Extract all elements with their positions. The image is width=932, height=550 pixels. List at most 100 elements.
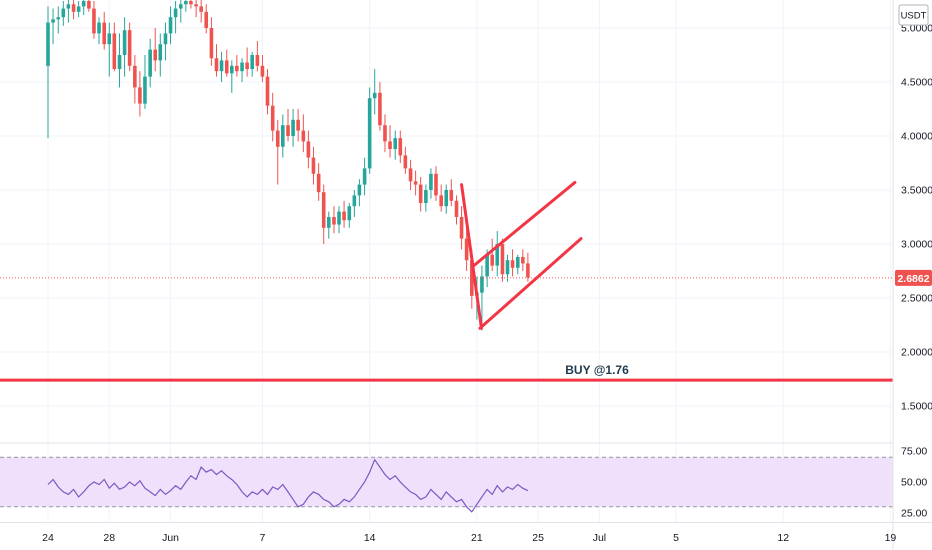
candle-body (224, 60, 229, 74)
candle (439, 184, 443, 212)
candle-body (245, 62, 249, 70)
candle-body (393, 138, 398, 149)
candle-body (362, 168, 367, 185)
candle-body (235, 65, 239, 72)
candle-body (485, 254, 489, 277)
candle (495, 231, 500, 277)
candle-body (444, 190, 449, 207)
candle (107, 22, 112, 77)
rsi-tick-label: 50.00 (901, 477, 927, 489)
candle-body (275, 130, 280, 147)
candle (296, 109, 300, 142)
time-tick-label: 12 (777, 532, 789, 544)
candle (71, 0, 76, 20)
candle (408, 159, 413, 190)
candle (250, 51, 254, 77)
candle (398, 130, 403, 163)
candle (388, 125, 392, 158)
candle-body (270, 105, 275, 131)
candle-body (153, 49, 158, 61)
channel-lower[interactable] (478, 237, 583, 330)
candle (480, 265, 484, 331)
candle (291, 109, 295, 147)
candle-body (521, 256, 525, 264)
candle (173, 1, 178, 34)
last-price-label: 2.6862 (897, 273, 929, 285)
channel-upper[interactable] (472, 180, 577, 268)
candle-body (122, 30, 127, 55)
time-axis[interactable]: 24 28 Jun 7 14 21 25 Jul 5 12 19 (0, 522, 932, 545)
candle (521, 249, 525, 271)
candle (383, 114, 387, 153)
candle-body (413, 181, 418, 185)
drop-line[interactable] (460, 183, 483, 330)
candle-body (321, 192, 326, 228)
candle (490, 238, 494, 271)
candle-body (127, 30, 132, 66)
trendlines[interactable] (460, 180, 583, 330)
price-axis[interactable]: 5.00004.50004.00003.50003.00002.50002.00… (892, 0, 932, 550)
rsi-band (0, 457, 893, 507)
last-price-group: 2.6862 (0, 269, 932, 286)
price-tick-label: 2.5000 (901, 293, 932, 305)
candle-body (163, 33, 168, 45)
candle (321, 184, 326, 244)
candle (306, 130, 311, 169)
candle (403, 146, 408, 174)
candle (454, 195, 459, 225)
candle-body (260, 65, 265, 77)
candle (372, 69, 377, 115)
candle (434, 166, 438, 201)
candle-body (199, 6, 203, 12)
candle (464, 227, 469, 271)
candle (168, 6, 173, 45)
candle (311, 146, 316, 185)
candle-body (367, 98, 372, 169)
candle (76, 1, 81, 18)
candle-body (158, 44, 163, 61)
candle-body (291, 119, 295, 136)
candle-body (281, 125, 285, 147)
candle (326, 211, 331, 239)
candle-body (66, 4, 71, 9)
candle-body (480, 276, 484, 293)
candle-body (357, 184, 362, 196)
candle (449, 179, 454, 207)
candle-body (505, 260, 510, 275)
candle-body (342, 211, 346, 221)
candle-body (148, 49, 152, 77)
candle (260, 55, 265, 82)
candle-body (449, 190, 454, 201)
candle (342, 200, 346, 228)
candle-body (143, 76, 147, 104)
candle (526, 252, 530, 282)
candle (367, 87, 372, 174)
candle (424, 184, 428, 212)
candle (444, 184, 449, 214)
time-tick-label: 5 (673, 532, 679, 544)
buy-line-group[interactable]: BUY @1.76 (0, 363, 893, 382)
candle (148, 38, 152, 88)
candle (163, 22, 168, 61)
candle-body (102, 22, 107, 45)
candle-body (189, 1, 193, 5)
candle-body (209, 28, 214, 59)
candle (270, 92, 275, 142)
candle (138, 71, 142, 117)
candle (214, 44, 219, 77)
candle (133, 55, 137, 104)
candle-body (286, 125, 290, 136)
candle-body (240, 62, 244, 72)
candle-body (439, 195, 443, 207)
candle (127, 22, 132, 72)
candle (61, 1, 66, 26)
candle-body (81, 1, 86, 7)
candle-body (46, 22, 50, 66)
candle (240, 58, 244, 82)
time-tick-label: 19 (885, 532, 897, 544)
candle-body (194, 4, 198, 7)
candle-body (112, 33, 117, 70)
price-tick-label: 3.0000 (901, 239, 932, 251)
currency-badge[interactable] (898, 4, 929, 26)
